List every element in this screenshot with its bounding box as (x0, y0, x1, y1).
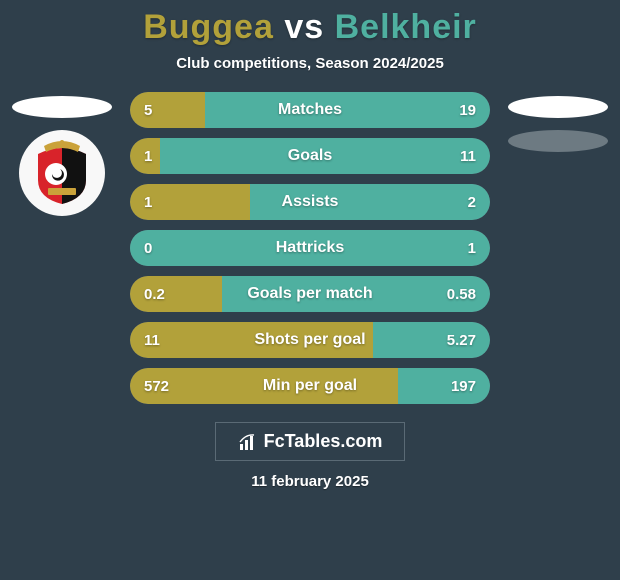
stat-bar: 115.27Shots per goal (130, 322, 490, 358)
bar-left-value: 1 (144, 194, 152, 211)
bar-left-value: 0 (144, 240, 152, 257)
left-ellipse-placeholder (12, 96, 112, 118)
bar-left-value: 0.2 (144, 286, 165, 303)
date-text: 11 february 2025 (251, 473, 369, 490)
bar-right-value: 2 (468, 194, 476, 211)
brand-box: FcTables.com (215, 422, 406, 461)
stat-bar: 01Hattricks (130, 230, 490, 266)
stat-bar: 111Goals (130, 138, 490, 174)
bar-right-value: 0.58 (447, 286, 476, 303)
bar-left-fill (130, 368, 398, 404)
bar-left-fill (130, 322, 373, 358)
bar-right-fill (205, 92, 490, 128)
shield-icon (34, 140, 90, 206)
subtitle: Club competitions, Season 2024/2025 (0, 55, 620, 72)
footer: FcTables.com 11 february 2025 (0, 422, 620, 490)
bar-left-value: 11 (144, 332, 160, 349)
brand-text: FcTables.com (264, 431, 383, 452)
bar-right-value: 19 (459, 102, 476, 119)
bar-left-value: 572 (144, 378, 169, 395)
bar-chart-icon (238, 432, 258, 452)
right-ellipse-placeholder-1 (508, 96, 608, 118)
bar-right-value: 197 (451, 378, 476, 395)
right-column (498, 92, 618, 152)
title-player1: Buggea (143, 8, 274, 46)
bar-right-fill (398, 368, 490, 404)
bar-left-fill (130, 92, 205, 128)
stat-bar: 0.20.58Goals per match (130, 276, 490, 312)
stat-bar: 519Matches (130, 92, 490, 128)
left-column (2, 92, 122, 216)
bar-left-value: 5 (144, 102, 152, 119)
title-vs: vs (284, 8, 324, 46)
stat-bar: 572197Min per goal (130, 368, 490, 404)
bar-right-fill (130, 230, 490, 266)
bar-right-value: 11 (460, 148, 476, 165)
bar-right-fill (250, 184, 490, 220)
bar-right-fill (160, 138, 490, 174)
comparison-infographic: Buggea vs Belkheir Club competitions, Se… (0, 0, 620, 580)
bar-right-value: 1 (468, 240, 476, 257)
bar-left-value: 1 (144, 148, 152, 165)
bar-right-value: 5.27 (447, 332, 476, 349)
right-ellipse-placeholder-2 (508, 130, 608, 152)
content-row: 519Matches111Goals12Assists01Hattricks0.… (0, 92, 620, 404)
left-club-badge (19, 130, 105, 216)
page-title: Buggea vs Belkheir (0, 8, 620, 47)
stat-bar: 12Assists (130, 184, 490, 220)
title-player2: Belkheir (335, 8, 477, 46)
stat-bars: 519Matches111Goals12Assists01Hattricks0.… (130, 92, 490, 404)
